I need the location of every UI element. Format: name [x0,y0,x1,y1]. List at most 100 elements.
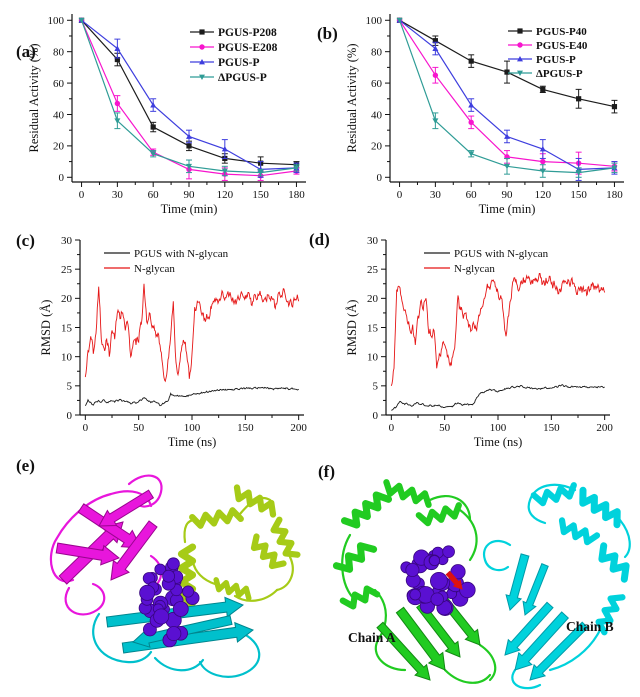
axes: 0 30 60 90 120 150 180 0 20 40 60 80 100 Time (min) Re… [27,14,306,216]
legend-entry-PGUS-P: PGUS-P [190,57,260,69]
svg-text:5: 5 [67,381,73,393]
panel-label-d: (d) [309,230,330,249]
svg-text:0: 0 [83,422,89,434]
series-PGUS-P208 [78,17,300,170]
axes: 0 50 100 150 200 0 5 10 15 20 25 30 Time (ns) RMSD (Å… [39,235,307,449]
chart-rmsd-d: 0 50 100 150 200 0 5 10 15 20 25 30 Time (ns) RMSD (Å… [345,235,613,449]
svg-text:25: 25 [61,264,73,276]
svg-text:150: 150 [252,189,269,201]
svg-text:80: 80 [53,46,65,58]
y-axis-label: RMSD (Å) [39,300,53,356]
svg-text:100: 100 [490,422,507,434]
svg-text:PGUS with N-glycan: PGUS with N-glycan [134,248,229,260]
svg-text:20: 20 [53,141,65,153]
svg-text:5: 5 [373,381,379,393]
series-ΔPGUS-P [78,17,300,177]
axes: 0 30 60 90 120 150 180 0 20 40 60 80 100 Time (min) Re… [345,14,624,216]
svg-text:50: 50 [133,422,145,434]
svg-text:PGUS-E40: PGUS-E40 [536,40,588,52]
svg-text:30: 30 [61,235,73,247]
svg-text:N-glycan: N-glycan [454,263,495,275]
svg-text:30: 30 [112,189,124,201]
panel-label-c: (c) [16,231,35,250]
svg-text:N-glycan: N-glycan [134,263,175,275]
svg-text:60: 60 [371,78,383,90]
svg-text:30: 30 [430,189,442,201]
svg-text:0: 0 [79,189,85,201]
chain-b-label: Chain B [566,619,614,634]
legend-entry-PGUS with N-glycan: PGUS with N-glycan [424,248,549,260]
svg-text:150: 150 [570,189,587,201]
svg-text:0: 0 [67,410,73,422]
legend-entry-ΔPGUS-P: ΔPGUS-P [190,72,267,84]
svg-text:0: 0 [373,410,379,422]
series-N-glycan [390,273,606,386]
protein-structure-monomer-e [49,474,301,678]
svg-text:20: 20 [61,293,73,305]
x-axis-label: Time (min) [161,202,218,216]
legend-entry-PGUS-E40: PGUS-E40 [508,40,588,52]
svg-text:ΔPGUS-P: ΔPGUS-P [536,68,583,80]
series-ΔPGUS-P [396,17,618,178]
axes: 0 50 100 150 200 0 5 10 15 20 25 30 Time (ns) RMSD (Å… [345,235,613,449]
svg-text:30: 30 [367,235,379,247]
svg-text:60: 60 [148,189,160,201]
svg-text:0: 0 [59,172,65,184]
svg-text:PGUS-E208: PGUS-E208 [218,42,278,54]
legend-entry-PGUS-P208: PGUS-P208 [190,27,277,39]
svg-text:200: 200 [290,422,307,434]
x-axis-label: Time (ns) [168,435,217,449]
legend-entry-PGUS-E208: PGUS-E208 [190,42,278,54]
svg-text:200: 200 [596,422,613,434]
panel-label-e: (e) [16,456,35,475]
svg-text:25: 25 [367,264,379,276]
series-PGUS with N-glycan [391,384,605,411]
svg-text:60: 60 [53,78,65,90]
svg-text:120: 120 [535,189,552,201]
svg-text:15: 15 [367,322,379,334]
svg-text:PGUS with N-glycan: PGUS with N-glycan [454,248,549,260]
svg-text:120: 120 [217,189,234,201]
series-PGUS with N-glycan [84,386,299,407]
svg-text:40: 40 [53,109,65,121]
svg-text:100: 100 [48,15,65,27]
chart-residual-activity-a: 0 30 60 90 120 150 180 0 20 40 60 80 100 Time (min) Re… [27,14,306,216]
svg-text:20: 20 [367,293,379,305]
legend-entry-ΔPGUS-P: ΔPGUS-P [508,68,583,80]
panel-label-a: (a) [16,42,36,61]
svg-text:20: 20 [371,141,383,153]
svg-text:150: 150 [543,422,560,434]
y-axis-label: Residual Activity (%) [345,43,359,152]
svg-text:150: 150 [237,422,254,434]
legend-entry-PGUS with N-glycan: PGUS with N-glycan [104,248,229,260]
chain-a-label: Chain A [348,630,396,645]
svg-text:50: 50 [439,422,451,434]
svg-text:100: 100 [184,422,201,434]
svg-text:15: 15 [61,322,73,334]
x-axis-label: Time (ns) [474,435,523,449]
x-axis-label: Time (min) [479,202,536,216]
svg-text:ΔPGUS-P: ΔPGUS-P [218,72,267,84]
legend-entry-PGUS-P: PGUS-P [508,54,576,66]
series-N-glycan [84,283,300,383]
chart-residual-activity-b: 0 30 60 90 120 150 180 0 20 40 60 80 100 Time (min) Re… [345,14,624,216]
svg-text:0: 0 [389,422,395,434]
legend-entry-PGUS-P40: PGUS-P40 [508,26,587,38]
legend-entry-N-glycan: N-glycan [104,263,175,275]
chart-rmsd-c: 0 50 100 150 200 0 5 10 15 20 25 30 Time (ns) RMSD (Å… [39,235,307,449]
svg-text:PGUS-P: PGUS-P [218,57,260,69]
panel-label-f: (f) [318,462,335,481]
svg-text:90: 90 [184,189,196,201]
svg-text:40: 40 [371,109,383,121]
svg-text:180: 180 [288,189,305,201]
svg-text:10: 10 [61,351,73,363]
panel-label-b: (b) [317,24,338,43]
y-axis-label: RMSD (Å) [345,300,359,356]
svg-text:0: 0 [377,172,383,184]
svg-text:PGUS-P: PGUS-P [536,54,576,66]
protein-structure-dimer-f [332,479,631,690]
svg-text:80: 80 [371,46,383,58]
svg-text:90: 90 [502,189,514,201]
svg-text:180: 180 [606,189,623,201]
